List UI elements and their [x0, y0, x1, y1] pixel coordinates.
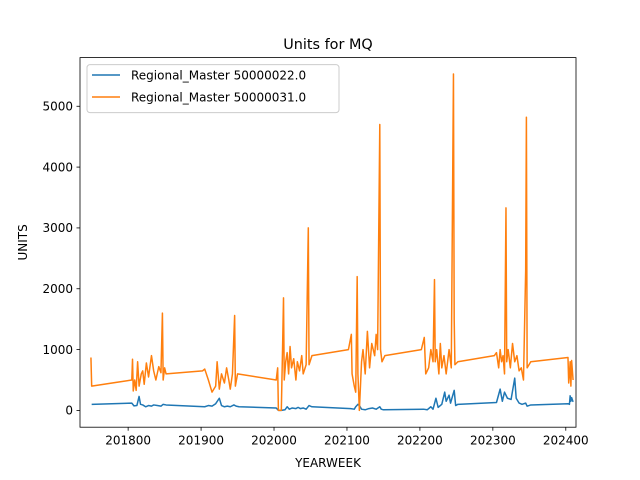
legend-label-series-2: Regional_Master 50000031.0 — [131, 91, 306, 105]
x-axis: 201800 201900 202000 202100 202200 202300 2024… — [105, 427, 589, 448]
plot-border — [79, 57, 577, 428]
series-layer — [90, 73, 574, 412]
x-tick-label: 202000 — [251, 434, 297, 448]
chart-title: Units for MQ — [283, 37, 372, 53]
y-tick-label: 1000 — [42, 343, 73, 357]
x-tick-label: 201800 — [105, 434, 151, 448]
y-tick-label: 4000 — [42, 160, 73, 174]
series-line-1 — [91, 377, 574, 412]
series-line-2 — [90, 73, 574, 412]
y-tick-label: 2000 — [42, 282, 73, 296]
y-axis-title: UNITS — [16, 224, 30, 260]
y-tick-label: 3000 — [42, 221, 73, 235]
y-tick-label: 0 — [65, 404, 73, 418]
legend: Regional_Master 50000022.0 Regional_Mast… — [86, 64, 340, 114]
y-tick-label: 5000 — [42, 100, 73, 114]
legend-box — [86, 64, 340, 114]
legend-label-series-1: Regional_Master 50000022.0 — [131, 69, 306, 83]
x-tick-label: 202200 — [397, 434, 443, 448]
y-axis: 0 1000 2000 3000 4000 5000 — [42, 100, 80, 418]
x-tick-label: 201900 — [178, 434, 224, 448]
x-axis-title: YEARWEEK — [294, 456, 362, 470]
x-tick-label: 202100 — [324, 434, 370, 448]
x-tick-label: 202300 — [470, 434, 516, 448]
x-tick-label: 202400 — [543, 434, 589, 448]
